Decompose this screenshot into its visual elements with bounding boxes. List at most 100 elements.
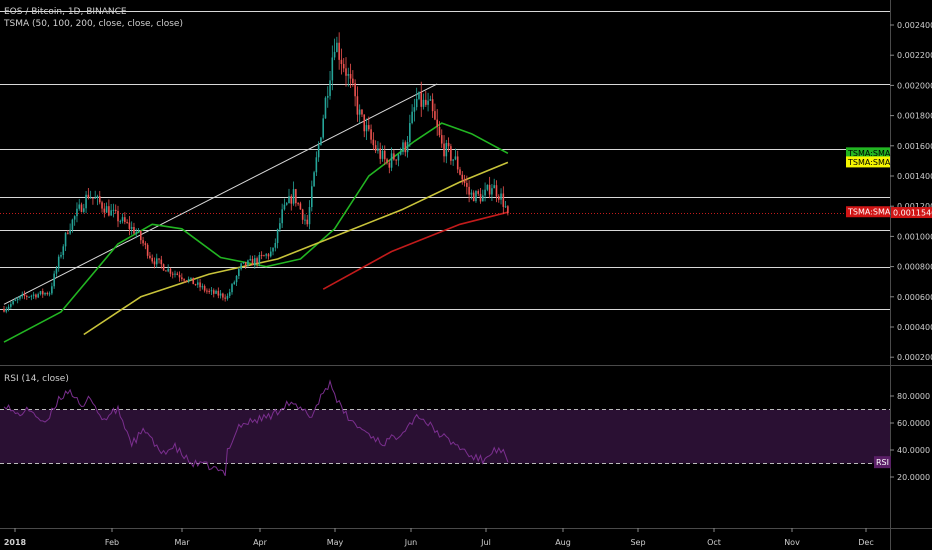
candle-body	[381, 150, 384, 159]
candle-body	[98, 196, 101, 203]
time-axis-label: 2018	[4, 538, 27, 547]
badge-label: 0.0011546	[893, 209, 932, 218]
candle-body	[466, 182, 468, 187]
sma2-line	[83, 161, 509, 336]
candle-body	[249, 258, 252, 261]
indicator-title[interactable]: TSMA (50, 100, 200, close, close, close)	[4, 19, 183, 29]
time-axis-label: Mar	[174, 538, 190, 547]
candle-body	[336, 42, 338, 52]
rsi-badge-label: RSI	[876, 458, 889, 467]
candle-body	[463, 179, 466, 183]
candle-body	[404, 142, 407, 153]
candle-body	[80, 204, 83, 212]
time-axis[interactable]: 2018 Feb Mar Apr May Jun Jul Aug Sep Oct Nov Dec	[4, 528, 874, 547]
time-axis-label: Apr	[253, 538, 268, 547]
candle-body	[212, 290, 215, 294]
candle-body	[495, 185, 498, 197]
candle-body	[440, 135, 443, 144]
candle-body	[251, 258, 254, 266]
candle-body	[285, 203, 288, 205]
candle-body	[425, 99, 427, 105]
candle-body	[418, 91, 420, 99]
candle-body	[151, 257, 153, 262]
candle-body	[174, 273, 176, 275]
candle-body	[130, 226, 133, 229]
candle-body	[105, 206, 108, 213]
candle-body	[53, 273, 55, 287]
candle-body	[352, 78, 354, 84]
time-axis-label: Nov	[784, 538, 800, 547]
candle-body	[228, 292, 231, 296]
candle-body	[171, 273, 174, 275]
horizontal-levels[interactable]	[0, 11, 890, 310]
candle-body	[87, 194, 90, 198]
candle-body	[269, 251, 272, 257]
rsi-pane[interactable]	[0, 379, 890, 477]
candle-body	[242, 262, 245, 264]
candle-body	[108, 206, 110, 216]
candle-body	[361, 109, 363, 115]
price-axis[interactable]: 0.0024000 0.0022000 0.0020000 0.0018000 0.00…	[890, 21, 932, 362]
rsi-title[interactable]: RSI (14, close)	[4, 374, 69, 384]
chart-legend: EOS / Bitcoin, 1D, BINANCE TSMA (50, 100…	[4, 6, 183, 30]
candle-body	[197, 282, 199, 285]
badge-label: TSMA:SMA2	[847, 158, 895, 167]
candle-body	[128, 222, 131, 229]
candle-body	[73, 216, 76, 220]
candle-body	[470, 192, 473, 195]
candle-body	[222, 293, 224, 298]
candle-body	[226, 295, 229, 299]
candle-body	[265, 254, 267, 256]
candle-body	[313, 172, 315, 187]
price-axis-tick-label: 0.0014000	[897, 172, 932, 181]
candle-body	[26, 295, 28, 297]
candle-body	[137, 231, 140, 233]
candle-body	[238, 269, 240, 276]
candle-body	[219, 293, 222, 296]
candle-body	[488, 184, 491, 195]
price-axis-tick-label: 0.0008000	[897, 263, 932, 272]
candle-body	[461, 174, 464, 180]
candle-body	[347, 73, 350, 76]
candle-body	[331, 57, 334, 81]
rsi-axis-tick-label: 80.0000	[897, 392, 930, 401]
candle-body	[338, 42, 340, 60]
candle-body	[415, 98, 418, 108]
candle-body	[295, 189, 297, 204]
candle-body	[333, 51, 336, 58]
time-axis-label: Aug	[555, 538, 571, 547]
candle-body	[420, 91, 423, 107]
price-axis-tick-label: 0.0016000	[897, 142, 932, 151]
symbol-title[interactable]: EOS / Bitcoin, 1D, BINANCE	[4, 7, 127, 17]
candle-body	[491, 188, 493, 195]
candle-body	[28, 296, 30, 298]
candle-body	[112, 209, 115, 211]
candle-body	[502, 193, 505, 207]
candle-body	[117, 210, 119, 222]
candle-body	[326, 95, 329, 98]
rsi-axis[interactable]: 80.0000 60.0000 40.0000 20.0000 RSI	[874, 392, 930, 482]
time-axis-label: Jun	[404, 538, 418, 547]
candle-body	[279, 223, 281, 230]
candle-body	[504, 206, 507, 208]
rsi-axis-tick-label: 60.0000	[897, 419, 930, 428]
candle-body	[183, 279, 185, 281]
candle-body	[493, 185, 495, 189]
candle-body	[12, 300, 14, 305]
candle-body	[507, 206, 509, 214]
candle-body	[181, 277, 183, 280]
candle-body	[187, 278, 190, 282]
candle-body	[256, 258, 258, 264]
candle-body	[484, 189, 486, 196]
candle-body	[35, 294, 37, 298]
candle-body	[322, 118, 324, 138]
price-axis-tick-label: 0.0020000	[897, 81, 932, 90]
candle-body	[272, 247, 274, 252]
rsi-badge: RSI	[874, 456, 891, 469]
candle-body	[158, 258, 160, 260]
candle-body	[299, 203, 302, 210]
candle-body	[7, 306, 10, 309]
